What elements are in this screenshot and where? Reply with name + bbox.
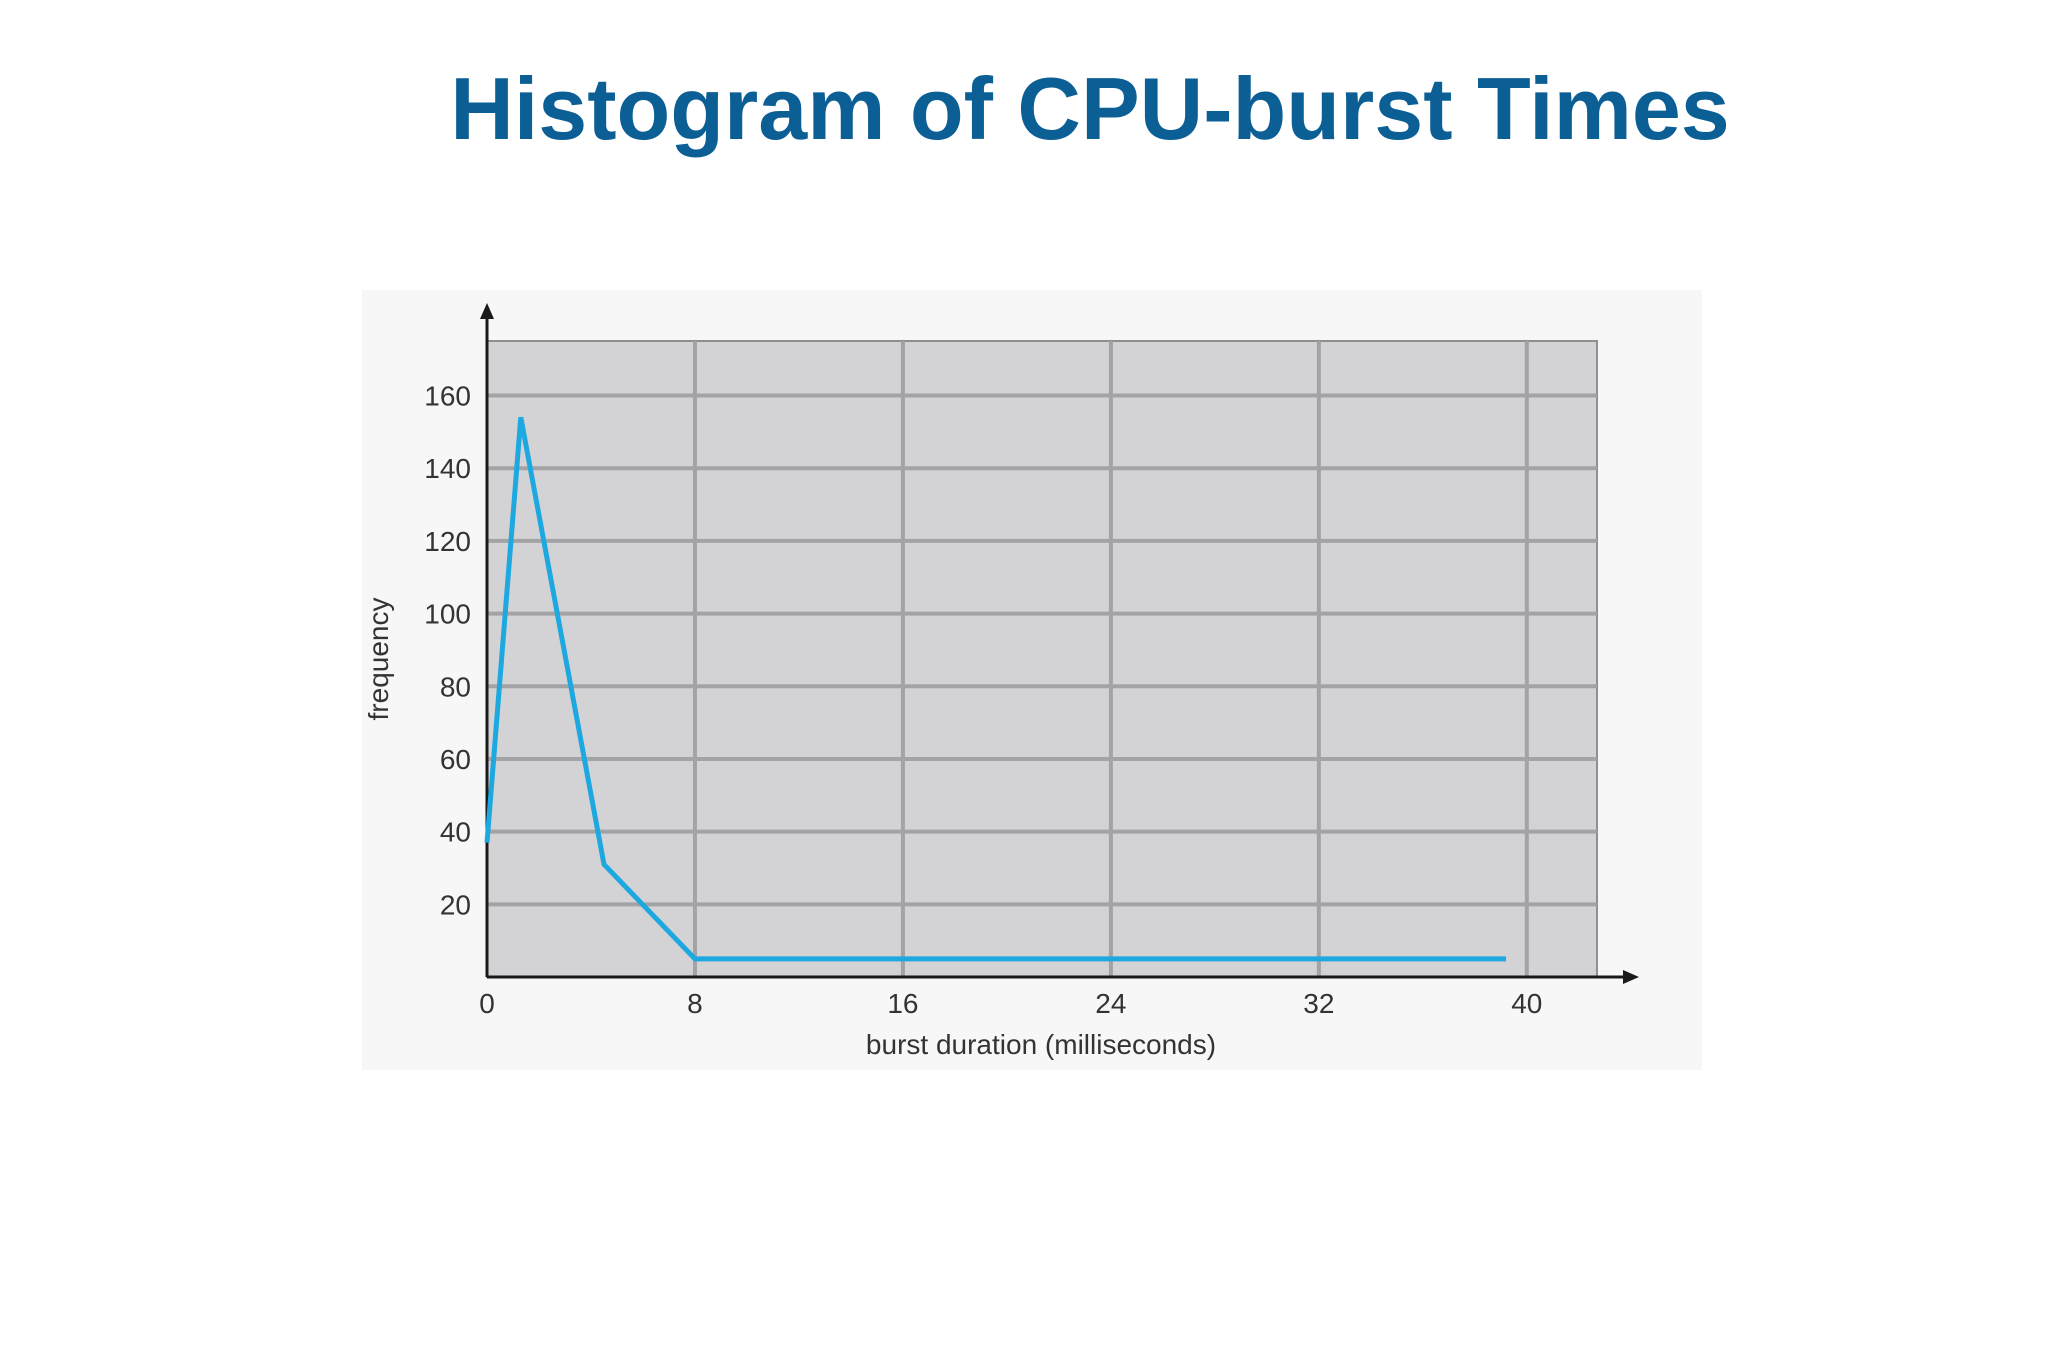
x-axis-label: burst duration (milliseconds) xyxy=(866,1029,1216,1060)
horizontal-gridlines xyxy=(487,393,1597,907)
plot-area xyxy=(486,340,1598,978)
y-tick-label-80: 80 xyxy=(440,671,471,702)
y-tick-label-60: 60 xyxy=(440,744,471,775)
y-tick-label-40: 40 xyxy=(440,817,471,848)
x-tick-labels: 0 8 16 24 32 40 xyxy=(479,988,1542,1019)
vertical-gridlines xyxy=(692,341,1529,977)
x-tick-label-16: 16 xyxy=(887,988,918,1019)
y-tick-label-120: 120 xyxy=(424,526,471,557)
x-tick-label-24: 24 xyxy=(1095,988,1126,1019)
y-tick-label-20: 20 xyxy=(440,889,471,920)
y-tick-label-100: 100 xyxy=(424,599,471,630)
x-axis-arrow xyxy=(1623,970,1639,984)
y-axis-label: frequency xyxy=(363,598,394,721)
y-tick-labels: 20 40 60 80 100 120 140 160 xyxy=(424,381,471,921)
y-tick-label-160: 160 xyxy=(424,381,471,412)
y-tick-label-140: 140 xyxy=(424,453,471,484)
slide-title: Histogram of CPU-burst Times xyxy=(450,59,1730,158)
x-tick-label-32: 32 xyxy=(1303,988,1334,1019)
y-axis-arrow xyxy=(480,303,494,319)
axes xyxy=(480,303,1639,984)
x-tick-label-0: 0 xyxy=(479,988,495,1019)
series-line-0 xyxy=(484,416,1507,962)
series-layer xyxy=(484,416,1507,962)
x-tick-label-40: 40 xyxy=(1511,988,1542,1019)
x-tick-label-8: 8 xyxy=(687,988,703,1019)
